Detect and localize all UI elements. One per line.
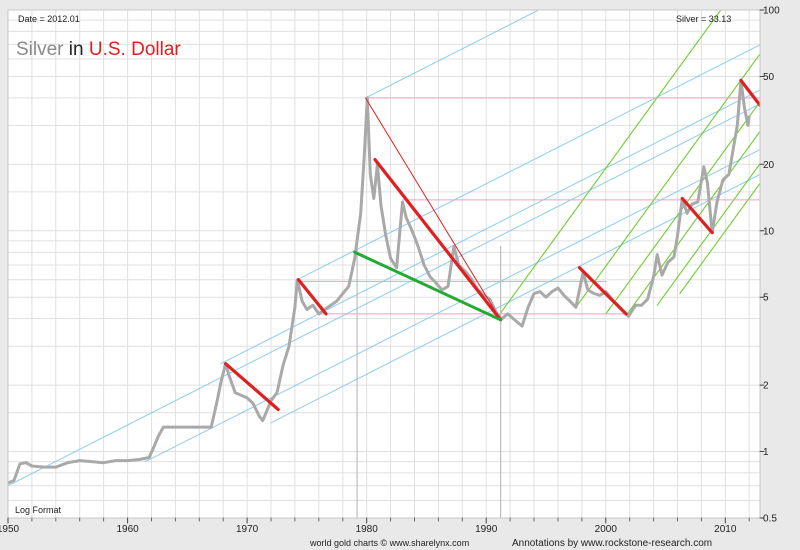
y-tick-label: 5 <box>763 293 769 304</box>
blue-channel-line <box>220 89 760 365</box>
title-part-currency: U.S. Dollar <box>89 39 182 60</box>
y-tick-label: 10 <box>763 226 775 237</box>
x-tick-label: 1990 <box>475 524 498 535</box>
x-tick-label: 1970 <box>236 524 259 535</box>
x-tick-label: 1950 <box>0 524 20 535</box>
red-trendline <box>577 266 628 316</box>
chart-title: Silver in U.S. Dollar <box>16 39 181 60</box>
annotation-layer-back <box>8 10 760 518</box>
red-trendline <box>739 78 760 107</box>
red-trendline <box>224 362 280 412</box>
axis-layer: 1950 1960 1970 1980 1990 2000 2010 0.5 1 2 5 10 20 50… <box>0 6 780 536</box>
x-tick-label: 2000 <box>595 524 618 535</box>
blue-channel-line <box>296 44 760 281</box>
green-channel-line <box>497 10 722 317</box>
price-series-layer <box>8 78 751 485</box>
red-trendline <box>296 278 328 316</box>
red-trendline <box>373 158 503 322</box>
red-trendline <box>680 196 714 235</box>
x-tick-label: 2010 <box>714 524 737 535</box>
blue-channel-line <box>145 149 760 463</box>
annotation-credit: Annotations by www.rockstone-research.co… <box>512 538 712 549</box>
grid-layer <box>8 10 760 518</box>
red-thin-trendline <box>365 97 502 321</box>
x-tick-label: 1960 <box>116 524 139 535</box>
plot-frame <box>7 9 761 519</box>
annotation-layer-front <box>224 78 760 412</box>
blue-channel-line <box>365 10 540 99</box>
y-tick-label: 2 <box>763 381 769 392</box>
title-part-in: in <box>64 39 89 60</box>
green-trendline <box>353 250 503 322</box>
log-format-label: Log Format <box>15 505 62 515</box>
green-channel-line <box>575 53 760 308</box>
green-channel-line <box>656 163 760 306</box>
date-label: Date = 2012.01 <box>18 14 80 24</box>
y-tick-label: 100 <box>763 6 780 17</box>
plot-background <box>8 10 760 518</box>
value-label: Silver = 33.13 <box>676 14 731 24</box>
green-channel-line <box>626 130 760 315</box>
x-tick-label: 1980 <box>356 524 379 535</box>
y-tick-label: 20 <box>763 160 775 171</box>
green-channel-line <box>679 182 760 295</box>
y-tick-label: 1 <box>763 447 769 458</box>
silver-price-line <box>8 78 751 485</box>
y-tick-label: 0.5 <box>763 514 777 525</box>
blue-channel-line <box>270 174 760 424</box>
blue-channel-line <box>8 103 760 487</box>
source-credit: world gold charts © www.sharelynx.com <box>309 538 469 548</box>
title-part-silver: Silver <box>16 39 64 60</box>
y-tick-label: 50 <box>763 72 775 83</box>
